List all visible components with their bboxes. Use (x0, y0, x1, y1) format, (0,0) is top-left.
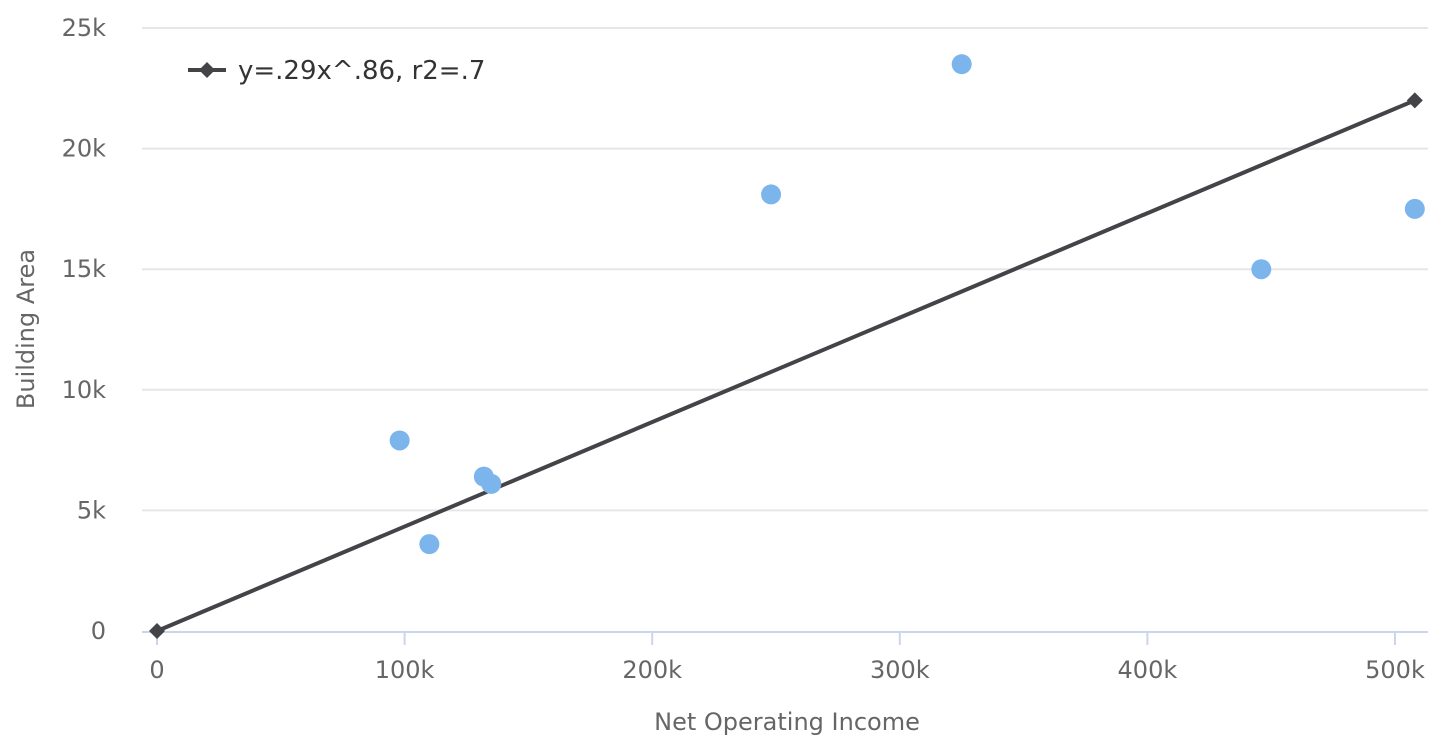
x-tick-label: 100k (375, 656, 435, 684)
legend[interactable]: y=.29x^.86, r2=.7 (188, 56, 485, 86)
legend-diamond-marker (199, 62, 215, 78)
x-tick-label: 500k (1365, 656, 1425, 684)
series-layer (149, 54, 1425, 639)
x-tick-label: 300k (870, 656, 930, 684)
trendline-series-line[interactable] (156, 98, 1416, 633)
x-axis-title: Net Operating Income (654, 708, 920, 736)
x-tick-label: 0 (149, 656, 164, 684)
scatter-point[interactable] (389, 430, 410, 451)
trendline-point[interactable] (1406, 92, 1423, 109)
scatter-point[interactable] (481, 473, 502, 494)
x-tick-label: 400k (1118, 656, 1178, 684)
scatter-point[interactable] (951, 54, 972, 75)
scatter-point[interactable] (419, 534, 440, 555)
legend-label-trendline: y=.29x^.86, r2=.7 (238, 56, 485, 86)
y-axis-labels: 0 5k 10k 15k 20k 25k (62, 14, 107, 645)
y-tick-label: 0 (91, 617, 106, 645)
scatter-point[interactable] (761, 184, 782, 205)
y-tick-label: 20k (62, 135, 107, 163)
scatter-point[interactable] (1251, 259, 1272, 280)
y-tick-label: 15k (62, 255, 107, 283)
x-tick-label: 200k (622, 656, 682, 684)
grid-lines (142, 27, 1428, 512)
scatter-point[interactable] (1404, 198, 1425, 219)
trendline-point[interactable] (149, 623, 165, 639)
x-axis-ticks: 0 100k 200k 300k 400k 500k (149, 632, 1425, 684)
y-axis-title: Building Area (12, 249, 40, 409)
y-tick-label: 5k (77, 496, 106, 524)
y-tick-label: 10k (62, 376, 107, 404)
y-tick-label: 25k (62, 14, 107, 42)
